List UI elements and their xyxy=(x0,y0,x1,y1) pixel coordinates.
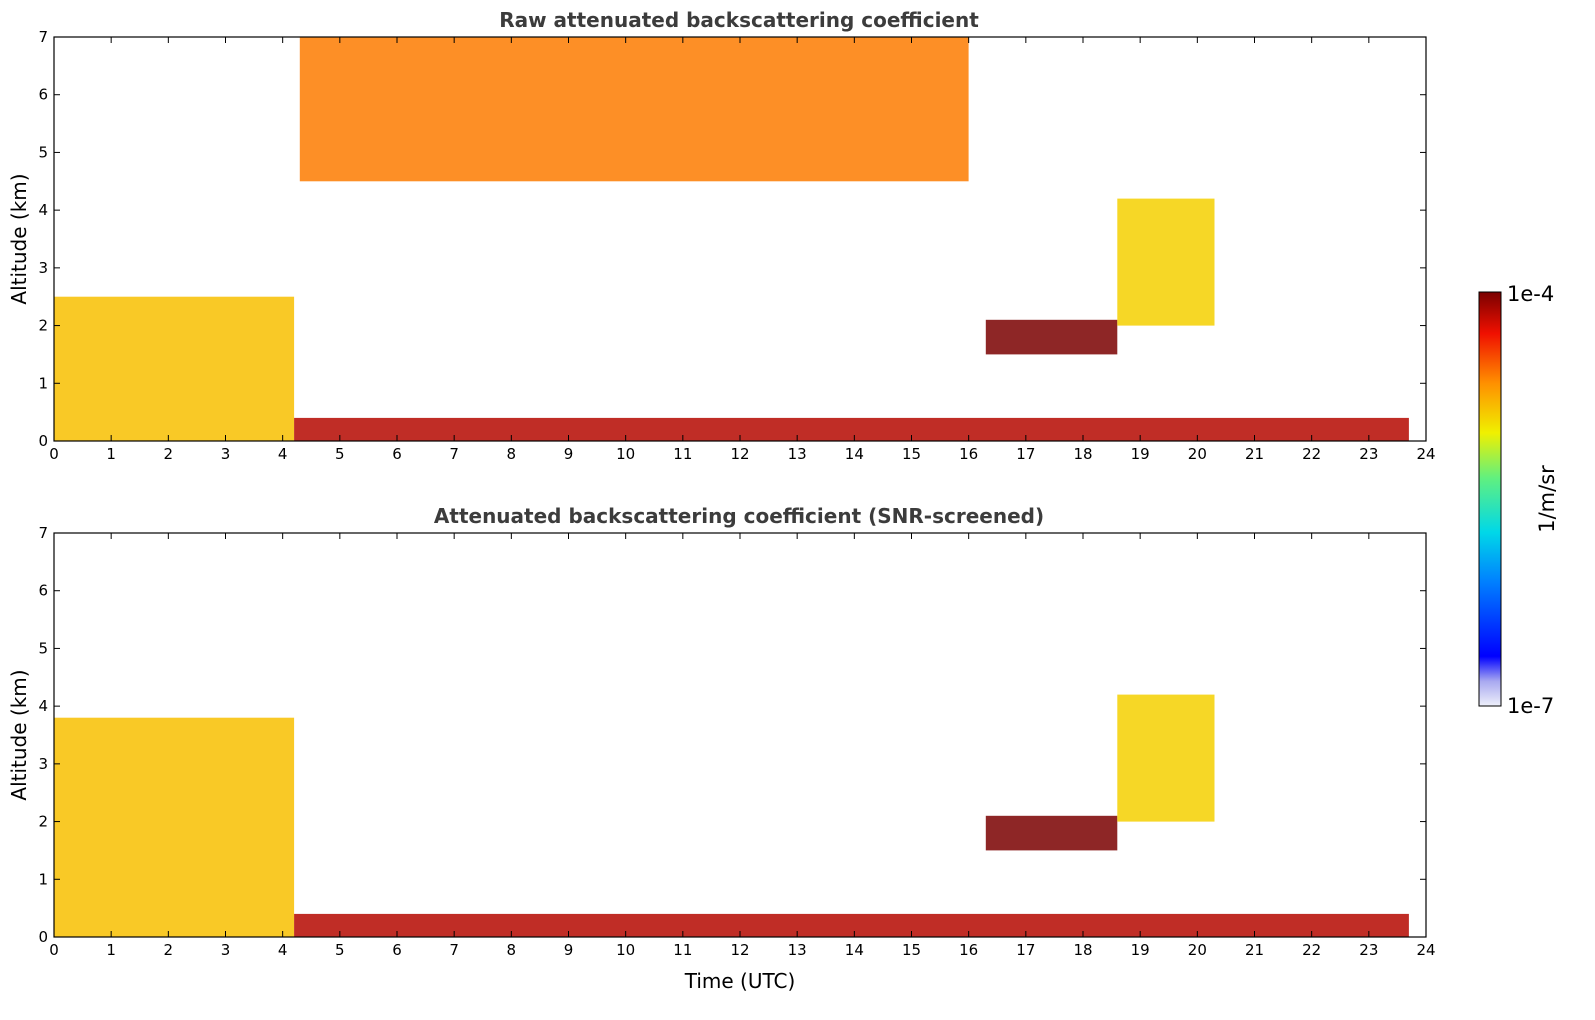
panel-screened-x-tick-label: 2 xyxy=(164,941,174,959)
panel-raw-y-tick-label: 5 xyxy=(38,143,48,161)
panel-screened-feature-cloud-layer xyxy=(985,815,1118,851)
panel-raw-x-tick-label: 6 xyxy=(392,445,402,463)
panel-raw-x-tick-label: 9 xyxy=(564,445,574,463)
panel-raw-y-tick-label: 4 xyxy=(38,201,48,219)
panel-raw: Raw attenuated backscattering coefficien… xyxy=(7,8,1436,463)
panel-raw-x-tick-label: 10 xyxy=(616,445,635,463)
panel-screened-x-tick-label: 17 xyxy=(1016,941,1035,959)
panel-raw-x-tick-label: 24 xyxy=(1416,445,1435,463)
panel-raw-x-ticks: 0 1 2 3 4 5 6 7 8 9 10 11 12 13 14 15 16 17 18 19 20 21 22 23 24 xyxy=(49,37,1436,463)
panel-screened-x-tick-label: 8 xyxy=(507,941,517,959)
panel-raw-x-tick-label: 17 xyxy=(1016,445,1035,463)
panel-raw-x-tick-label: 13 xyxy=(788,445,807,463)
colorbar-gradient xyxy=(1478,291,1502,707)
panel-screened-x-ticks: 0 1 2 3 4 5 6 7 8 9 10 11 12 13 14 15 16 17 18 19 20 21 22 23 24 xyxy=(49,533,1436,959)
panel-raw-y-tick-label: 0 xyxy=(38,432,48,450)
panel-screened-x-tick-label: 9 xyxy=(564,941,574,959)
panel-raw-x-tick-label: 20 xyxy=(1188,445,1207,463)
panel-raw-x-tick-label: 0 xyxy=(49,445,59,463)
panel-raw-x-tick-label: 12 xyxy=(730,445,749,463)
panel-screened-x-tick-label: 21 xyxy=(1245,941,1264,959)
panel-screened-xlabel: Time (UTC) xyxy=(684,969,796,993)
colorbar-min-label: 1e-7 xyxy=(1507,694,1554,718)
panel-raw-x-tick-label: 15 xyxy=(902,445,921,463)
panel-raw-feature-surface-layer xyxy=(294,417,1409,441)
panel-screened-x-tick-label: 7 xyxy=(449,941,459,959)
panel-screened-y-tick-label: 6 xyxy=(38,582,48,600)
panel-screened-x-tick-label: 5 xyxy=(335,941,345,959)
panel-screened-ylabel: Altitude (km) xyxy=(7,669,31,800)
panel-raw-x-tick-label: 23 xyxy=(1359,445,1378,463)
panel-screened-x-tick-label: 19 xyxy=(1131,941,1150,959)
panel-screened-feature-surface-layer xyxy=(294,913,1409,937)
panel-raw-x-tick-label: 18 xyxy=(1073,445,1092,463)
panel-screened-features xyxy=(54,694,1409,937)
panel-screened-x-tick-label: 13 xyxy=(788,941,807,959)
panel-screened-y-tick-label: 4 xyxy=(38,697,48,715)
panel-screened-y-tick-label: 2 xyxy=(38,813,48,831)
panel-screened-x-tick-label: 24 xyxy=(1416,941,1435,959)
panel-screened-x-tick-label: 10 xyxy=(616,941,635,959)
panel-screened-x-tick-label: 11 xyxy=(673,941,692,959)
panel-raw-x-tick-label: 5 xyxy=(335,445,345,463)
panel-screened-y-tick-label: 0 xyxy=(38,928,48,946)
panel-screened-y-tick-label: 1 xyxy=(38,870,48,888)
panel-raw-y-tick-label: 7 xyxy=(38,28,48,46)
panel-raw-x-tick-label: 8 xyxy=(507,445,517,463)
panel-raw-x-tick-label: 21 xyxy=(1245,445,1264,463)
panel-raw-features xyxy=(54,37,1409,441)
panel-screened-x-tick-label: 15 xyxy=(902,941,921,959)
panel-screened-x-tick-label: 14 xyxy=(845,941,864,959)
panel-raw-x-tick-label: 16 xyxy=(959,445,978,463)
panel-screened-x-tick-label: 3 xyxy=(221,941,231,959)
panel-screened-x-tick-label: 20 xyxy=(1188,941,1207,959)
panel-raw-x-tick-label: 7 xyxy=(449,445,459,463)
panel-raw-x-tick-label: 11 xyxy=(673,445,692,463)
panel-screened-y-tick-label: 3 xyxy=(38,755,48,773)
panel-raw-x-tick-label: 4 xyxy=(278,445,288,463)
panel-raw-y-tick-label: 1 xyxy=(38,374,48,392)
panel-raw-feature-cirrus-plume xyxy=(1117,198,1215,326)
panel-raw-x-tick-label: 1 xyxy=(106,445,116,463)
panel-screened: Attenuated backscattering coefficient (S… xyxy=(7,504,1436,993)
panel-raw-ylabel: Altitude (km) xyxy=(7,173,31,304)
panel-screened-feature-cirrus-plume xyxy=(1117,694,1215,822)
panel-raw-x-tick-label: 19 xyxy=(1131,445,1150,463)
panel-screened-x-tick-label: 22 xyxy=(1302,941,1321,959)
panel-raw-y-ticks: 0 1 2 3 4 5 6 7 xyxy=(38,28,1426,450)
colorbar: 1e-4 1e-7 1/m/sr xyxy=(1478,282,1559,718)
panel-screened-x-tick-label: 18 xyxy=(1073,941,1092,959)
panel-raw-y-tick-label: 6 xyxy=(38,86,48,104)
panel-raw-feature-cloud-layer xyxy=(985,319,1118,355)
panel-screened-y-ticks: 0 1 2 3 4 5 6 7 xyxy=(38,524,1426,946)
panel-screened-x-tick-label: 16 xyxy=(959,941,978,959)
panel-screened-x-tick-label: 1 xyxy=(106,941,116,959)
panel-screened-x-tick-label: 6 xyxy=(392,941,402,959)
panel-raw-y-tick-label: 2 xyxy=(38,317,48,335)
panel-screened-y-tick-label: 7 xyxy=(38,524,48,542)
panel-raw-x-tick-label: 14 xyxy=(845,445,864,463)
colorbar-label: 1/m/sr xyxy=(1535,465,1559,533)
panel-screened-title: Attenuated backscattering coefficient (S… xyxy=(434,504,1044,528)
panel-screened-y-tick-label: 5 xyxy=(38,639,48,657)
panel-screened-feature-boundary-layer xyxy=(54,717,295,937)
panel-raw-title: Raw attenuated backscattering coefficien… xyxy=(499,8,979,32)
panel-screened-x-tick-label: 12 xyxy=(730,941,749,959)
panel-raw-x-tick-label: 22 xyxy=(1302,445,1321,463)
panel-screened-x-tick-label: 23 xyxy=(1359,941,1378,959)
panel-screened-x-tick-label: 4 xyxy=(278,941,288,959)
panel-screened-x-tick-label: 0 xyxy=(49,941,59,959)
panel-raw-feature-boundary-layer xyxy=(54,296,295,441)
panel-raw-feature-high-noise xyxy=(299,37,969,182)
colorbar-max-label: 1e-4 xyxy=(1507,282,1554,306)
panel-raw-y-tick-label: 3 xyxy=(38,259,48,277)
panel-raw-x-tick-label: 2 xyxy=(164,445,174,463)
panel-raw-x-tick-label: 3 xyxy=(221,445,231,463)
